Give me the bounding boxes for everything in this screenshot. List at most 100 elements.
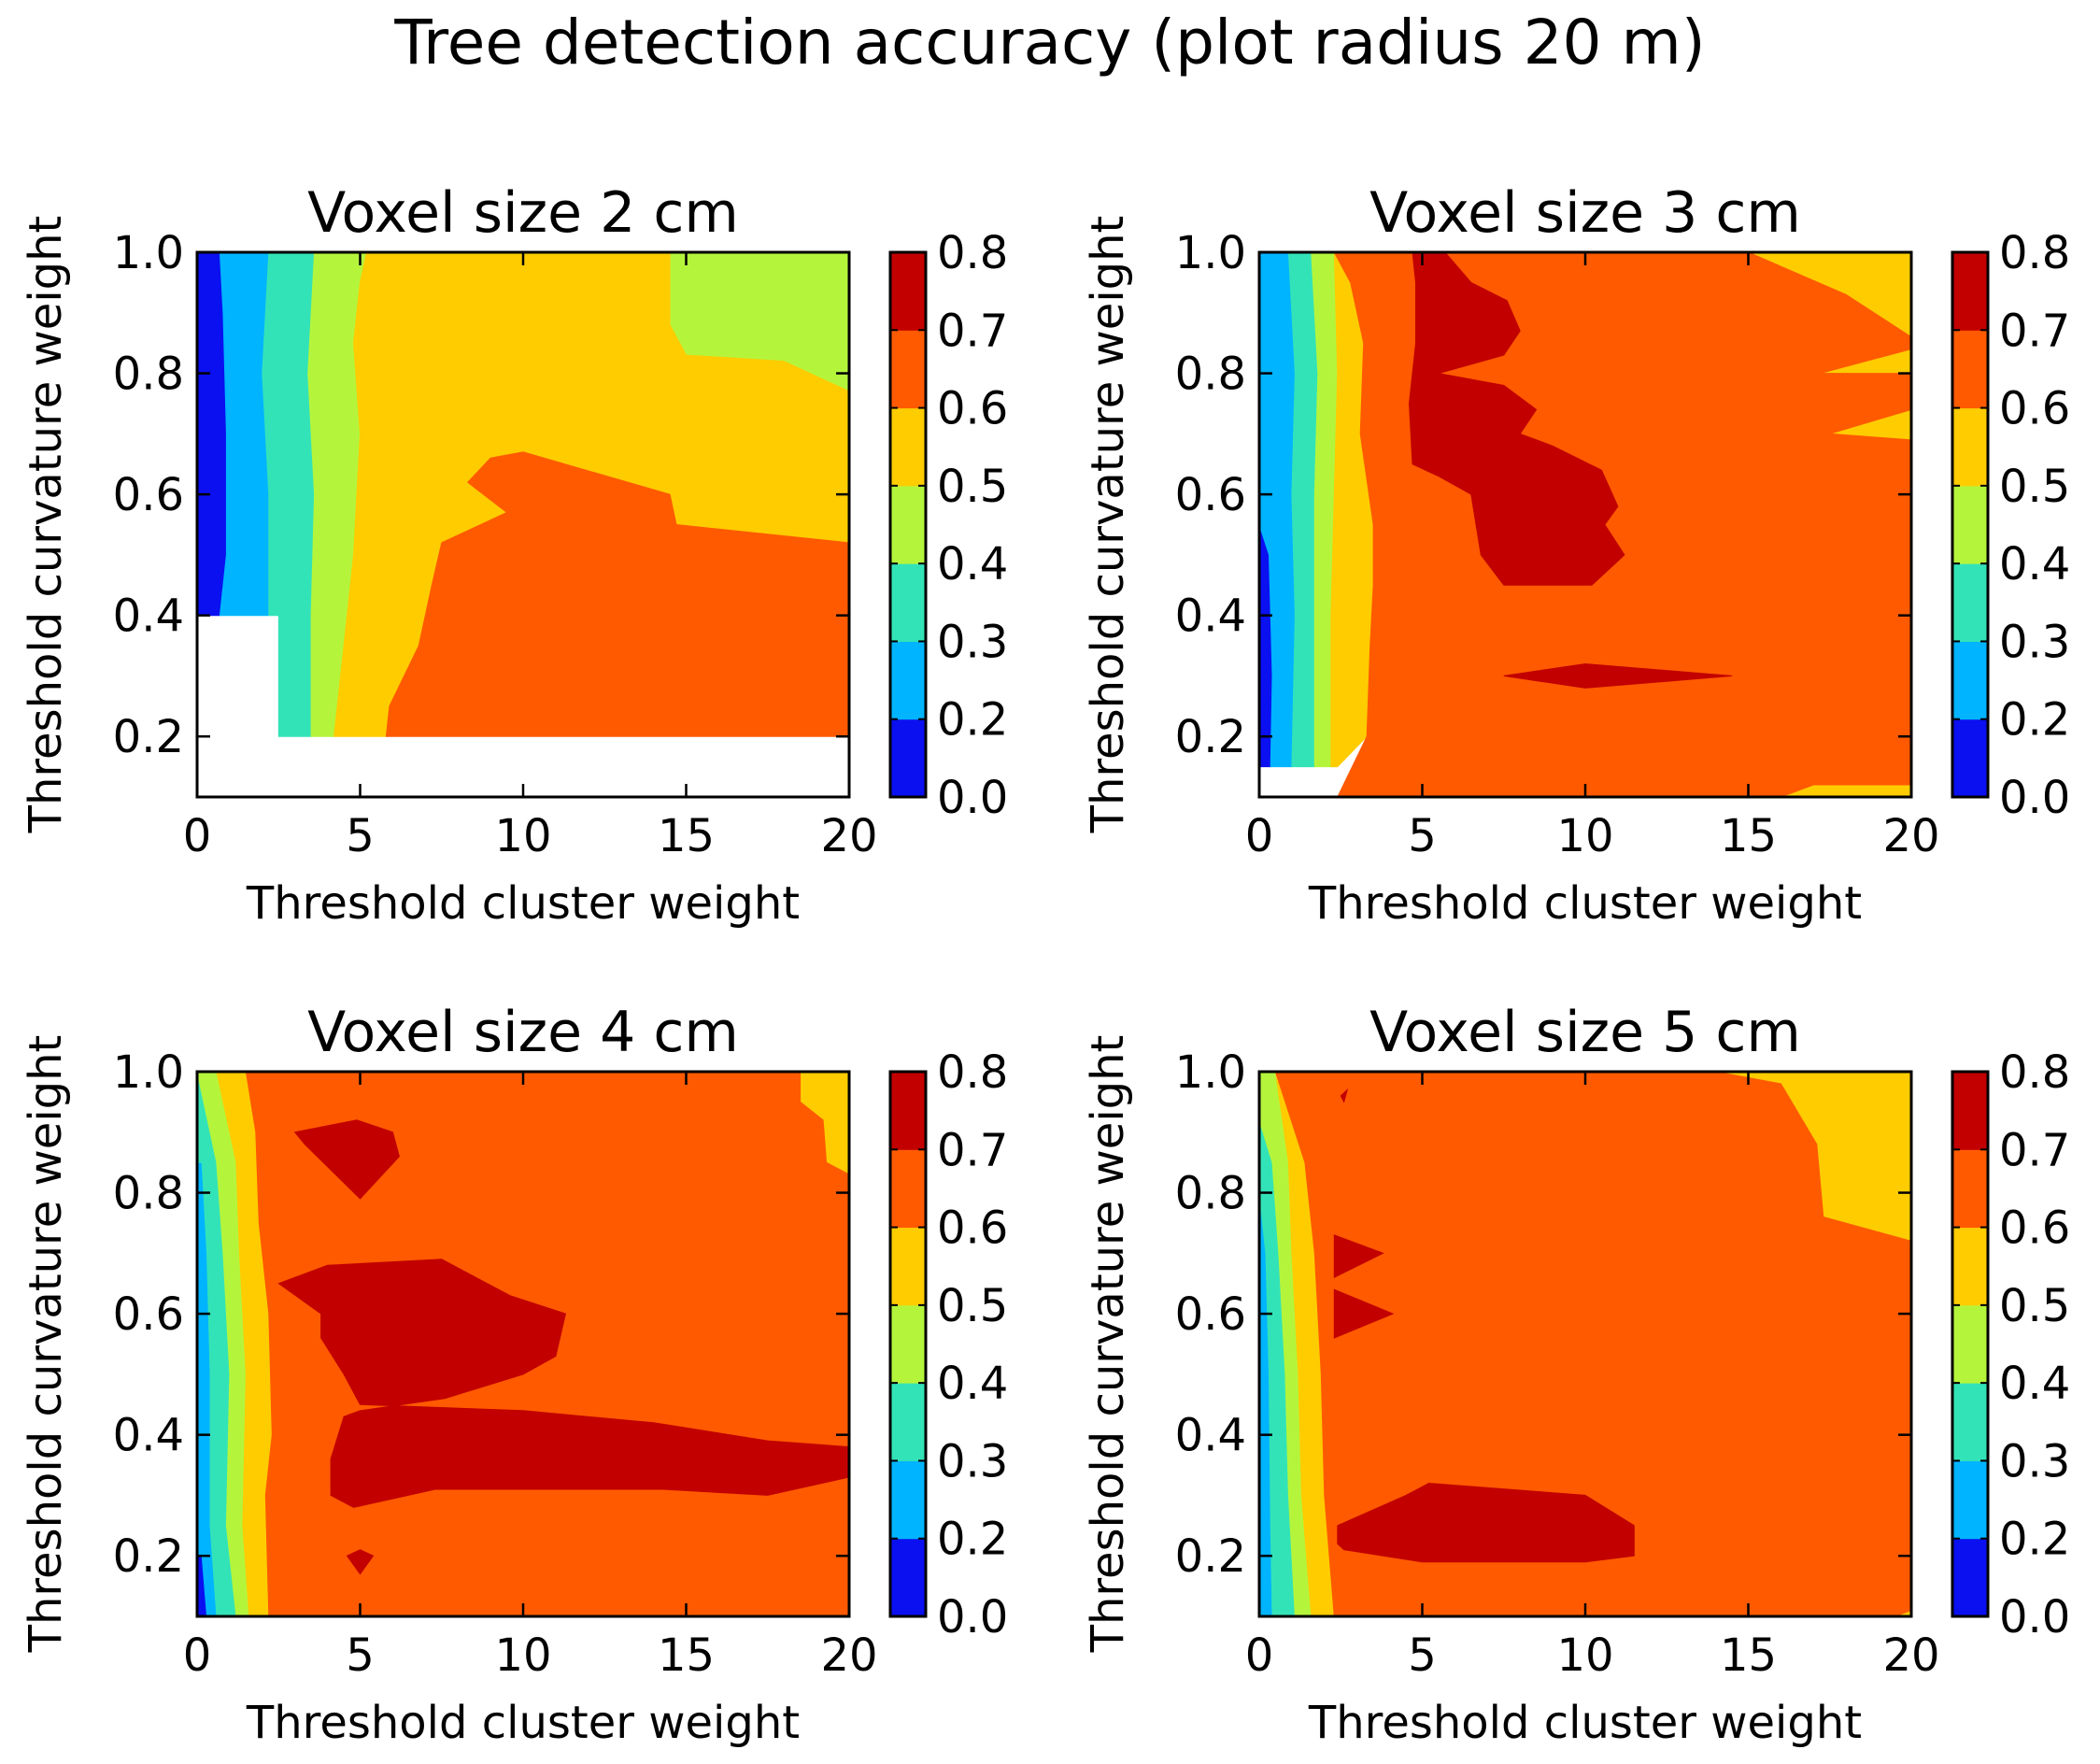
contour-region-0.7-0.8 <box>346 1549 375 1575</box>
y-axis-label: Threshold curvature weight <box>20 1035 72 1654</box>
contour-regions <box>196 251 850 737</box>
colorbar-tick-label: 0.0 <box>1999 772 2070 824</box>
x-axis-ticks: 0 5 10 15 20 <box>1245 1072 1940 1682</box>
y-tick-label: 0.8 <box>113 349 184 401</box>
colorbar-segment <box>1952 641 1988 720</box>
x-tick-label: 20 <box>820 1629 877 1682</box>
colorbar-tick-label: 0.4 <box>937 1358 1008 1410</box>
colorbar-frame <box>888 250 928 799</box>
colorbar-tick-label: 0.7 <box>1999 1124 2070 1176</box>
colorbar-segment <box>1952 252 1988 331</box>
colorbar-frame <box>1951 250 1990 799</box>
x-tick-label: 10 <box>494 810 551 862</box>
colorbar-segment <box>890 1383 926 1461</box>
colorbar-segment <box>890 1149 926 1229</box>
colorbar-tick-label: 0.8 <box>937 227 1008 279</box>
x-axis-label: Threshold cluster weight <box>1308 877 1862 930</box>
contour-regions <box>1258 1071 1912 1617</box>
colorbar-segment <box>1952 330 1988 409</box>
colorbar-segment <box>890 1460 926 1540</box>
y-tick-label: 0.6 <box>113 1288 184 1341</box>
x-tick-label: 15 <box>658 1629 715 1682</box>
colorbar-segment <box>890 1304 926 1384</box>
colorbar-tick-label: 0.5 <box>1999 461 2070 513</box>
x-axis-label: Threshold cluster weight <box>246 1697 800 1749</box>
colorbar-tick-label: 0.4 <box>1999 1358 2070 1410</box>
colorbar-segment <box>1952 1149 1988 1229</box>
y-tick-label: 0.8 <box>1175 349 1246 401</box>
colorbar-tick-label: 0.2 <box>1999 694 2070 747</box>
colorbar-tick-label: 0.6 <box>1999 383 2070 435</box>
colorbar-segment <box>890 407 926 487</box>
colorbar-segment <box>1952 407 1988 487</box>
contour-region-0.7-0.8 <box>293 1119 400 1200</box>
x-tick-label: 20 <box>1882 1629 1939 1682</box>
x-tick-label: 5 <box>346 1629 375 1682</box>
colorbar-tick-label: 0.8 <box>1999 227 2070 279</box>
colorbar: 0.0 0.2 0.3 0.4 0.5 0.6 0.7 0.8 <box>888 1046 1008 1643</box>
y-tick-label: 1.0 <box>1175 227 1246 279</box>
y-axis-ticks: 0.2 0.4 0.6 0.8 1.0 <box>1175 1046 1911 1583</box>
y-tick-label: 1.0 <box>113 1046 184 1099</box>
y-tick-label: 0.6 <box>1175 1288 1246 1341</box>
colorbar-tick-label: 0.6 <box>937 383 1008 435</box>
contour-regions <box>196 1071 850 1617</box>
colorbar-segment <box>890 1227 926 1306</box>
colorbar-tick-label: 0.8 <box>1999 1046 2070 1099</box>
colorbar-segment <box>1952 1304 1988 1384</box>
subplot-title: Voxel size 5 cm <box>1369 1000 1801 1065</box>
x-tick-label: 0 <box>183 810 212 862</box>
y-tick-label: 0.4 <box>1175 590 1246 643</box>
colorbar: 0.0 0.2 0.3 0.4 0.5 0.6 0.7 0.8 <box>1951 227 2070 824</box>
colorbar-segment <box>1952 1538 1988 1617</box>
colorbar-tick-label: 0.3 <box>1999 1435 2070 1487</box>
colorbar-tick-label: 0.3 <box>937 616 1008 668</box>
y-tick-label: 0.8 <box>113 1168 184 1220</box>
panel-voxel-4cm: Voxel size 4 cm Threshold cluster weight… <box>20 1000 1008 1749</box>
colorbar-segment <box>890 485 926 564</box>
colorbar-segment <box>890 1072 926 1150</box>
x-tick-label: 0 <box>1245 1629 1274 1682</box>
colorbar-segment <box>890 252 926 331</box>
y-tick-label: 0.2 <box>113 1530 184 1583</box>
contour-region-0.2-0.3 <box>219 251 270 617</box>
colorbar-segment <box>1952 718 1988 798</box>
colorbar-segment <box>890 563 926 642</box>
y-tick-label: 0.6 <box>113 469 184 521</box>
figure-title: Tree detection accuracy (plot radius 20 … <box>393 7 1705 78</box>
colorbar-tick-label: 0.4 <box>1999 538 2070 590</box>
colorbar-segment <box>890 1538 926 1617</box>
colorbar-segment <box>890 718 926 798</box>
colorbar-tick-label: 0.4 <box>937 538 1008 590</box>
y-axis-ticks: 0.2 0.4 0.6 0.8 1.0 <box>1175 227 1911 763</box>
x-tick-label: 5 <box>346 810 375 862</box>
y-tick-label: 1.0 <box>1175 1046 1246 1099</box>
subplot-title: Voxel size 4 cm <box>307 1000 739 1065</box>
x-tick-label: 15 <box>1720 810 1777 862</box>
y-tick-label: 0.6 <box>1175 469 1246 521</box>
colorbar-tick-label: 0.0 <box>1999 1591 2070 1643</box>
x-axis-ticks: 0 5 10 15 20 <box>1245 252 1940 862</box>
x-tick-label: 15 <box>1720 1629 1777 1682</box>
colorbar-tick-label: 0.7 <box>937 305 1008 357</box>
x-tick-label: 20 <box>1882 810 1939 862</box>
y-axis-label: Threshold curvature weight <box>1082 1035 1134 1654</box>
contour-regions <box>1258 251 1912 798</box>
colorbar-tick-label: 0.2 <box>937 694 1008 747</box>
y-tick-label: 0.2 <box>1175 1530 1246 1583</box>
x-tick-label: 5 <box>1408 1629 1437 1682</box>
colorbar: 0.0 0.2 0.3 0.4 0.5 0.6 0.7 0.8 <box>1951 1046 2070 1643</box>
contour-region-0.3-0.4 <box>262 251 316 737</box>
y-axis-ticks: 0.2 0.4 0.6 0.8 1.0 <box>113 1046 849 1583</box>
colorbar-tick-label: 0.5 <box>1999 1280 2070 1332</box>
y-axis-label: Threshold curvature weight <box>20 216 72 834</box>
colorbar-tick-label: 0.7 <box>937 1124 1008 1176</box>
x-axis-ticks: 0 5 10 15 20 <box>183 1072 878 1682</box>
y-tick-label: 0.2 <box>1175 711 1246 763</box>
contour-region-0.6-0.7 <box>385 451 850 737</box>
colorbar-tick-label: 0.5 <box>937 461 1008 513</box>
panel-voxel-5cm: Voxel size 5 cm Threshold cluster weight… <box>1082 1000 2070 1749</box>
panel-voxel-3cm: Voxel size 3 cm Threshold cluster weight… <box>1082 180 2070 930</box>
y-tick-label: 0.4 <box>1175 1410 1246 1462</box>
subplot-title: Voxel size 2 cm <box>307 180 739 246</box>
